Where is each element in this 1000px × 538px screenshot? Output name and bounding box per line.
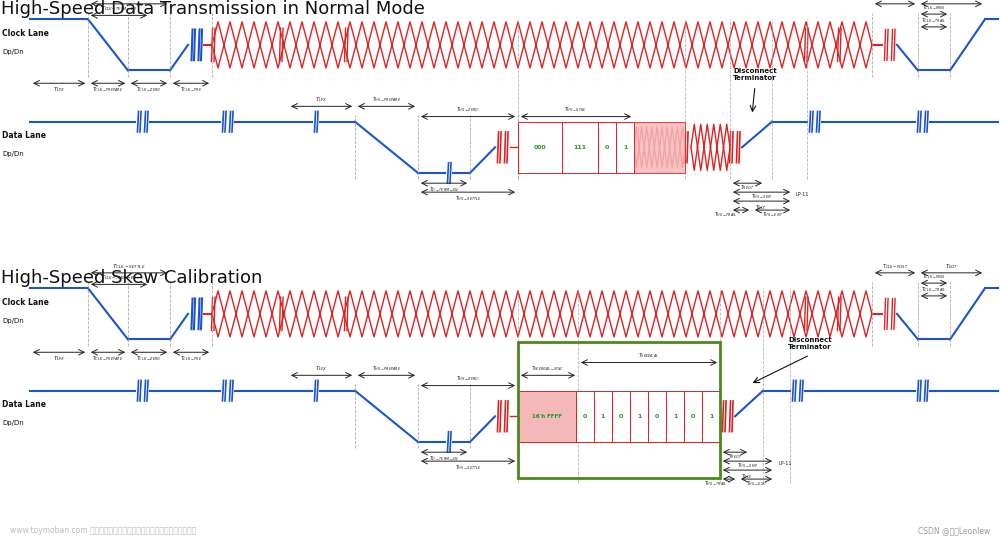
Text: 1: 1 — [637, 414, 641, 419]
Bar — [630, 391, 648, 442]
Text: $T_{CLK-TRAIL}$: $T_{CLK-TRAIL}$ — [921, 285, 947, 294]
Bar — [684, 391, 702, 442]
Text: $T_{HS-EXIT}$: $T_{HS-EXIT}$ — [762, 210, 783, 220]
Bar — [634, 122, 685, 173]
Text: $T_{HS-SYNC}$: $T_{HS-SYNC}$ — [564, 105, 588, 115]
Text: 0: 0 — [691, 414, 695, 419]
Text: $T_{HS-TRAIL}$: $T_{HS-TRAIL}$ — [704, 479, 728, 489]
Text: 0: 0 — [619, 414, 623, 419]
Text: LP-11: LP-11 — [778, 461, 792, 466]
Bar — [594, 391, 612, 442]
Text: $T_{HS-SKIP}$: $T_{HS-SKIP}$ — [737, 462, 758, 470]
Text: Data Lane: Data Lane — [2, 131, 46, 140]
Bar — [648, 391, 666, 442]
Bar — [612, 391, 630, 442]
Text: 1: 1 — [709, 414, 713, 419]
Text: $T_{CLK-POST}$: $T_{CLK-POST}$ — [882, 261, 908, 271]
Text: 000: 000 — [534, 145, 546, 150]
Text: $T_{HS-PREPARE}$: $T_{HS-PREPARE}$ — [372, 364, 401, 373]
Text: $T_{LPX}$: $T_{LPX}$ — [53, 354, 65, 363]
Text: $T_{CLK-SETTLE}$: $T_{CLK-SETTLE}$ — [112, 0, 146, 2]
Text: Clock Lane: Clock Lane — [2, 29, 49, 38]
Text: $T_{HS-EXIT}$: $T_{HS-EXIT}$ — [746, 479, 767, 489]
Text: $T_{LPX}$: $T_{LPX}$ — [315, 95, 328, 104]
Text: $T_{CLK-PRE}$: $T_{CLK-PRE}$ — [180, 354, 202, 363]
Text: $T_{REOT}$: $T_{REOT}$ — [740, 183, 755, 193]
Text: $T_{CLK-TRAIL}$: $T_{CLK-TRAIL}$ — [921, 16, 947, 25]
Text: $T_{CLK-MISS}$: $T_{CLK-MISS}$ — [922, 3, 946, 12]
Text: $T_{EOT}$: $T_{EOT}$ — [741, 472, 754, 480]
Text: $T_{HS-SKIP}$: $T_{HS-SKIP}$ — [751, 193, 772, 201]
Text: www.toymoban.com 网络图片仅供展示，非存储，如有侵权请联系删除。: www.toymoban.com 网络图片仅供展示，非存储，如有侵权请联系删除。 — [10, 526, 196, 535]
Bar — [576, 391, 594, 442]
Text: Data Lane: Data Lane — [2, 400, 46, 409]
Text: $T_{HS-SETTLE}$: $T_{HS-SETTLE}$ — [455, 463, 481, 472]
Text: $T_{EOT}$: $T_{EOT}$ — [755, 203, 768, 211]
Text: $T_{HS-ZERO}$: $T_{HS-ZERO}$ — [456, 105, 480, 115]
Text: $T_{CLK-SETTLE}$: $T_{CLK-SETTLE}$ — [112, 261, 146, 271]
Text: $T_{D-TERM-EN}$: $T_{D-TERM-EN}$ — [429, 454, 459, 463]
Text: $T_{HS-ZERO}$: $T_{HS-ZERO}$ — [456, 374, 480, 384]
Text: Dp/Dn: Dp/Dn — [2, 420, 24, 426]
Text: $T_{EOT}$: $T_{EOT}$ — [945, 0, 958, 2]
Text: $T_{CLK-POST}$: $T_{CLK-POST}$ — [882, 0, 908, 2]
Text: Dp/Dn: Dp/Dn — [2, 49, 24, 55]
Text: 111: 111 — [573, 145, 587, 150]
Text: High-Speed Data Transmission in Normal Mode: High-Speed Data Transmission in Normal M… — [1, 0, 425, 18]
Text: $T_{CLK-TERM-EN}$: $T_{CLK-TERM-EN}$ — [101, 4, 137, 13]
Bar — [518, 391, 576, 442]
Text: $T_{CLK-PREPARE}$: $T_{CLK-PREPARE}$ — [92, 85, 124, 94]
Text: CSDN @赤枫Leonlew: CSDN @赤枫Leonlew — [918, 526, 990, 535]
Text: $T_{CLK-TERM-EN}$: $T_{CLK-TERM-EN}$ — [101, 273, 137, 282]
Text: $T_{SKEWCAL-SYNC}$: $T_{SKEWCAL-SYNC}$ — [531, 364, 565, 373]
Text: 16'h FFFF: 16'h FFFF — [532, 414, 562, 419]
Text: 0: 0 — [605, 145, 609, 150]
Text: $T_{D-TERM-EN}$: $T_{D-TERM-EN}$ — [429, 185, 459, 194]
Text: 1: 1 — [623, 145, 627, 150]
Bar — [518, 122, 562, 173]
Text: 0: 0 — [655, 414, 659, 419]
Text: $T_{CLK-PREPARE}$: $T_{CLK-PREPARE}$ — [92, 354, 124, 363]
Text: $T_{HS-TRAIL}$: $T_{HS-TRAIL}$ — [714, 210, 738, 220]
Text: $T_{HS-PREPARE}$: $T_{HS-PREPARE}$ — [372, 95, 401, 104]
Bar — [666, 391, 684, 442]
Text: $T_{CLK-ZERO}$: $T_{CLK-ZERO}$ — [136, 354, 162, 363]
Bar — [518, 342, 720, 478]
Text: High-Speed Skew Calibration: High-Speed Skew Calibration — [1, 269, 262, 287]
Text: Clock Lane: Clock Lane — [2, 298, 49, 307]
Bar — [616, 122, 634, 173]
Text: $T_{SKEWCAL}$: $T_{SKEWCAL}$ — [638, 351, 660, 360]
Text: $T_{LPX}$: $T_{LPX}$ — [315, 364, 328, 373]
Text: $T_{CLK-PRE}$: $T_{CLK-PRE}$ — [180, 85, 202, 94]
Text: $T_{EOT}$: $T_{EOT}$ — [945, 261, 958, 271]
Text: 1: 1 — [673, 414, 677, 419]
Text: $T_{LPX}$: $T_{LPX}$ — [53, 85, 65, 94]
Bar — [562, 122, 598, 173]
Bar — [702, 391, 720, 442]
Text: $T_{HS-SETTLE}$: $T_{HS-SETTLE}$ — [455, 194, 481, 203]
Text: 1: 1 — [601, 414, 605, 419]
Text: Dp/Dn: Dp/Dn — [2, 151, 24, 157]
Text: $T_{CLK-MISS}$: $T_{CLK-MISS}$ — [922, 272, 946, 281]
Text: Disconnect
Terminator: Disconnect Terminator — [733, 68, 777, 81]
Bar — [598, 122, 616, 173]
Text: $T_{REOT}$: $T_{REOT}$ — [728, 452, 742, 462]
Text: Disconnect
Terminator: Disconnect Terminator — [788, 337, 832, 350]
Text: 0: 0 — [583, 414, 587, 419]
Text: Dp/Dn: Dp/Dn — [2, 318, 24, 324]
Text: $T_{CLK-ZERO}$: $T_{CLK-ZERO}$ — [136, 85, 162, 94]
Text: LP-11: LP-11 — [796, 192, 810, 197]
